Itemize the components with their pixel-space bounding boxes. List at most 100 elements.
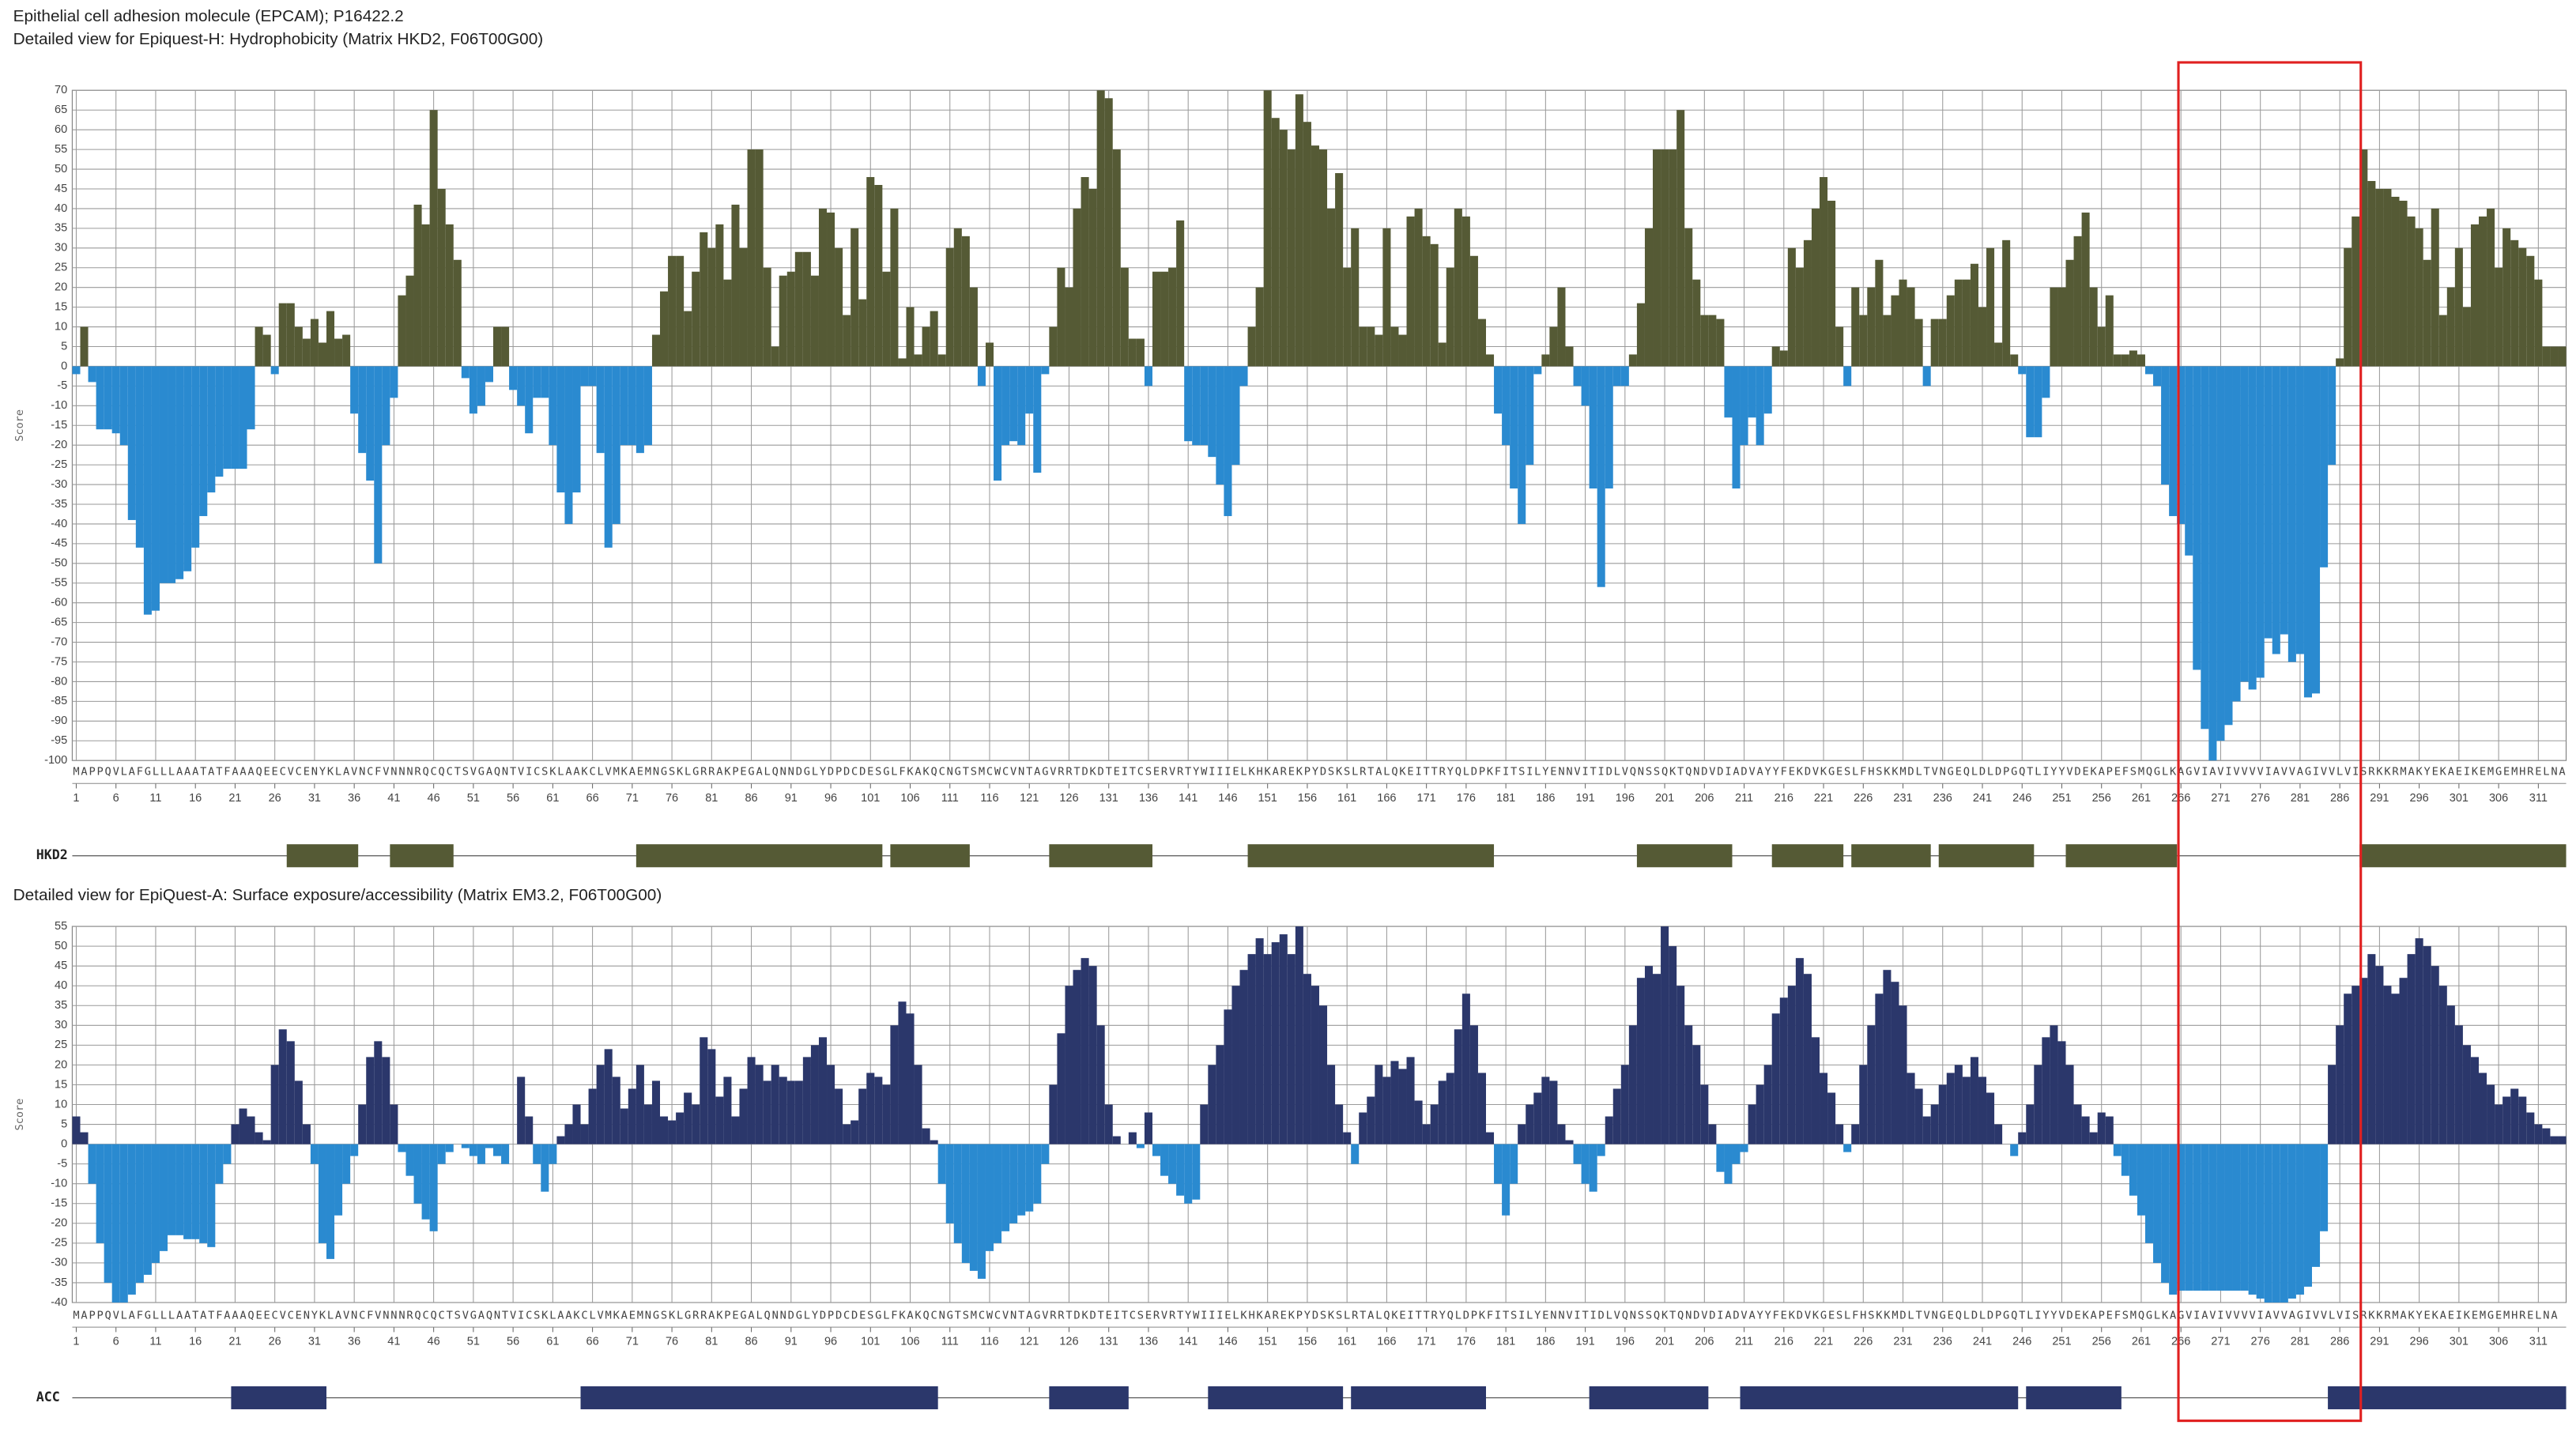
bar bbox=[318, 342, 326, 367]
y-tick-label: 30 bbox=[55, 1019, 67, 1031]
y-tick-label: -35 bbox=[51, 498, 67, 511]
bar bbox=[2502, 1096, 2511, 1144]
bar bbox=[2042, 1037, 2050, 1144]
bar bbox=[1073, 208, 1081, 367]
bar bbox=[1390, 1061, 1399, 1144]
bar bbox=[374, 1041, 383, 1144]
bar bbox=[421, 1144, 430, 1220]
bar bbox=[1382, 1076, 1391, 1144]
bar bbox=[1597, 366, 1605, 587]
bar bbox=[994, 1144, 1002, 1243]
x-tick-label: 211 bbox=[1735, 1336, 1753, 1348]
bar bbox=[262, 334, 271, 367]
bar bbox=[2344, 247, 2352, 367]
bar bbox=[651, 1080, 661, 1144]
bar bbox=[588, 1088, 597, 1144]
bar bbox=[1763, 1065, 1772, 1144]
bar bbox=[1843, 1144, 1852, 1152]
bar bbox=[1367, 1096, 1375, 1144]
bar bbox=[1526, 1104, 1534, 1144]
sequence-letters: MAPPQVLAFGLLLAATATFAAAQEECVCENYKLAVNCFVN… bbox=[73, 1310, 2557, 1322]
bar bbox=[159, 1144, 168, 1251]
bar bbox=[445, 1144, 454, 1152]
bar bbox=[890, 208, 899, 367]
bar bbox=[1454, 1029, 1462, 1144]
x-tick-label: 191 bbox=[1575, 1336, 1594, 1348]
bar bbox=[517, 366, 526, 406]
track-segment bbox=[1851, 844, 1931, 868]
bar bbox=[802, 251, 811, 367]
x-tick-label: 21 bbox=[228, 1336, 241, 1348]
x-tick-label: 266 bbox=[2171, 1336, 2190, 1348]
x-tick-label: 76 bbox=[666, 792, 678, 805]
y-tick-label: 50 bbox=[55, 940, 67, 952]
track-segment bbox=[1938, 844, 2035, 868]
bar bbox=[1216, 366, 1224, 485]
bar bbox=[1438, 1080, 1446, 1144]
bar bbox=[556, 366, 565, 493]
bar bbox=[969, 1144, 978, 1271]
x-tick-label: 266 bbox=[2171, 792, 2190, 805]
bar bbox=[1494, 1144, 1503, 1184]
bar bbox=[1469, 255, 1478, 367]
bar bbox=[937, 1144, 946, 1184]
bar bbox=[977, 366, 986, 386]
bar bbox=[1128, 1132, 1137, 1144]
bar bbox=[771, 1065, 779, 1144]
x-tick-label: 306 bbox=[2489, 1336, 2508, 1348]
bar bbox=[1922, 1116, 1931, 1144]
bar bbox=[898, 1001, 907, 1144]
bar bbox=[525, 1116, 534, 1144]
bar bbox=[1676, 986, 1685, 1144]
bar bbox=[1835, 326, 1844, 367]
x-tick-label: 166 bbox=[1377, 792, 1396, 805]
bar bbox=[2375, 966, 2384, 1144]
bar bbox=[1867, 287, 1876, 367]
bar bbox=[2438, 315, 2447, 367]
bar bbox=[2359, 149, 2368, 367]
x-tick-label: 96 bbox=[824, 792, 837, 805]
bar bbox=[1477, 1073, 1486, 1144]
x-tick-label: 86 bbox=[745, 792, 757, 805]
bar bbox=[541, 1144, 549, 1192]
bar bbox=[1541, 1076, 1550, 1144]
bar bbox=[731, 1116, 740, 1144]
bar bbox=[421, 224, 430, 367]
y-tick-label: -50 bbox=[51, 557, 67, 570]
highlight-box bbox=[2177, 61, 2363, 1423]
x-tick-label: 226 bbox=[1854, 792, 1873, 805]
bar bbox=[1914, 1088, 1923, 1144]
bar bbox=[2415, 228, 2423, 367]
bar bbox=[1518, 1124, 1526, 1144]
bar bbox=[1192, 1144, 1201, 1200]
bar bbox=[1430, 1104, 1439, 1144]
bar bbox=[1795, 958, 1804, 1144]
y-tick-label: 25 bbox=[55, 1039, 67, 1051]
bar bbox=[1414, 208, 1423, 367]
bar bbox=[239, 366, 247, 469]
x-tick-label: 186 bbox=[1536, 1336, 1555, 1348]
bar bbox=[1152, 1144, 1161, 1156]
bar bbox=[818, 1037, 828, 1144]
x-tick-label: 16 bbox=[189, 1336, 202, 1348]
bar bbox=[2336, 1025, 2344, 1144]
bar bbox=[159, 366, 168, 583]
bar bbox=[723, 279, 732, 367]
bar bbox=[1176, 1144, 1185, 1196]
bar bbox=[2113, 1144, 2122, 1156]
bar bbox=[1891, 982, 1899, 1144]
bar bbox=[326, 311, 335, 367]
bar bbox=[898, 358, 907, 367]
x-tick-label: 241 bbox=[1973, 1336, 1992, 1348]
bar bbox=[1787, 986, 1796, 1144]
bar bbox=[2026, 366, 2035, 438]
bar bbox=[1335, 173, 1344, 367]
bar bbox=[429, 110, 438, 367]
bar bbox=[1192, 366, 1201, 446]
bar bbox=[2510, 1088, 2519, 1144]
bar bbox=[135, 1144, 144, 1283]
bar bbox=[207, 1144, 216, 1247]
bar bbox=[366, 1057, 375, 1144]
y-tick-label: -80 bbox=[51, 675, 67, 688]
bar bbox=[1820, 177, 1828, 367]
